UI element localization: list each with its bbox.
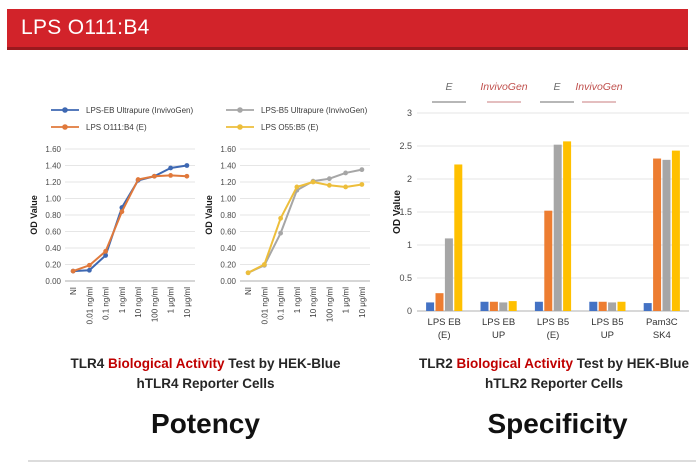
caption-highlight: Biological Activity (456, 356, 574, 371)
svg-text:OD Value: OD Value (204, 195, 214, 235)
svg-text:1: 1 (407, 240, 412, 250)
svg-text:1 μg/ml: 1 μg/ml (167, 287, 176, 314)
svg-text:UP: UP (601, 330, 614, 341)
svg-text:Pam3C: Pam3C (646, 317, 678, 328)
svg-text:1.20: 1.20 (220, 178, 236, 187)
svg-text:1 ng/ml: 1 ng/ml (118, 287, 127, 313)
svg-text:1 ng/ml: 1 ng/ml (293, 287, 302, 313)
svg-text:100 ng/ml: 100 ng/ml (325, 287, 334, 322)
svg-text:0.80: 0.80 (220, 211, 236, 220)
svg-text:0.1 ng/ml: 0.1 ng/ml (102, 287, 111, 320)
tlr4-line-chart-right: LPS-B5 Ultrapure (InvivoGen) LPS O55:B5 (… (203, 96, 379, 358)
svg-text:0.1 ng/ml: 0.1 ng/ml (277, 287, 286, 320)
chart-legend: LPS-EB Ultrapure (InvivoGen) LPS O111:B4 … (50, 104, 204, 133)
svg-text:10 μg/ml: 10 μg/ml (358, 287, 367, 318)
legend-label: LPS O55:B5 (E) (261, 122, 319, 132)
svg-text:0.40: 0.40 (45, 244, 61, 253)
svg-text:0.00: 0.00 (220, 277, 236, 286)
bar-chart-svg: E InvivoGen E InvivoGen 0 0.5 1 1.5 2 2.5 3 LPS EB (… (392, 81, 689, 341)
tlr4-caption: TLR4 Biological Activity Test by HEK-Blu… (48, 354, 363, 393)
svg-text:LPS EB: LPS EB (482, 317, 515, 328)
svg-text:100 ng/ml: 100 ng/ml (150, 287, 159, 322)
potency-label: Potency (151, 408, 260, 439)
svg-text:10 μg/ml: 10 μg/ml (183, 287, 192, 318)
caption-prefix: TLR2 (418, 356, 457, 371)
caption-suffix: Test by HEK-Blue hTLR4 Reporter Cells (136, 356, 341, 391)
svg-text:LPS B5: LPS B5 (591, 317, 623, 328)
svg-text:LPS B5: LPS B5 (537, 317, 569, 328)
svg-text:1 μg/ml: 1 μg/ml (342, 287, 351, 314)
caption-highlight: Biological Activity (107, 356, 225, 371)
svg-text:UP: UP (492, 330, 505, 341)
chart-legend: LPS-B5 Ultrapure (InvivoGen) LPS O55:B5 (… (225, 104, 379, 133)
svg-text:OD Value: OD Value (393, 190, 403, 234)
svg-text:1.00: 1.00 (220, 194, 236, 203)
svg-text:1.40: 1.40 (220, 161, 236, 170)
legend-item: LPS-EB Ultrapure (InvivoGen) (50, 104, 204, 116)
legend-item: LPS-B5 Ultrapure (InvivoGen) (225, 104, 379, 116)
svg-text:0.00: 0.00 (45, 277, 61, 286)
legend-line-marker-icon (226, 124, 254, 130)
svg-text:0.60: 0.60 (220, 227, 236, 236)
svg-text:SK4: SK4 (653, 330, 671, 341)
legend-line-marker-icon (51, 107, 79, 113)
caption-prefix: TLR4 (70, 356, 108, 371)
svg-text:0.20: 0.20 (45, 260, 61, 269)
svg-text:2: 2 (407, 174, 412, 184)
svg-text:1.60: 1.60 (45, 145, 61, 154)
svg-text:1.60: 1.60 (220, 145, 236, 154)
line-chart-svg: 0.00 0.20 0.40 0.60 0.80 1.00 1.20 1.40 1.60 NI 0.… (204, 145, 370, 325)
svg-text:1.5: 1.5 (399, 207, 412, 217)
svg-text:0.01 ng/ml: 0.01 ng/ml (85, 287, 94, 325)
legend-item: LPS O111:B4 (E) (50, 121, 204, 133)
tlr2-bar-chart: E InvivoGen E InvivoGen 0 0.5 1 1.5 2 2.5 3 LPS EB (… (392, 68, 695, 355)
svg-text:0: 0 (407, 306, 412, 316)
svg-text:E: E (553, 81, 561, 93)
svg-text:1.00: 1.00 (45, 194, 61, 203)
svg-text:InvivoGen: InvivoGen (575, 81, 622, 93)
svg-text:NI: NI (69, 287, 78, 295)
svg-text:0.60: 0.60 (45, 227, 61, 236)
svg-text:2.5: 2.5 (399, 141, 412, 151)
svg-text:InvivoGen: InvivoGen (480, 81, 527, 93)
tlr2-caption: TLR2 Biological Activity Test by HEK-Blu… (418, 354, 690, 393)
footer-divider (28, 460, 696, 462)
page-title: LPS O111:B4 (21, 16, 150, 39)
line-chart-svg: 0.00 0.20 0.40 0.60 0.80 1.00 1.20 1.40 1.60 NI 0.… (29, 145, 195, 325)
svg-text:0.01 ng/ml: 0.01 ng/ml (260, 287, 269, 325)
svg-text:0.20: 0.20 (220, 260, 236, 269)
specificity-label: Specificity (487, 408, 628, 439)
svg-text:(E): (E) (547, 330, 560, 341)
svg-text:1.20: 1.20 (45, 178, 61, 187)
title-banner: LPS O111:B4 (7, 9, 688, 50)
svg-text:NI: NI (244, 287, 253, 295)
svg-text:3: 3 (407, 108, 412, 118)
svg-text:OD Value: OD Value (29, 195, 39, 235)
legend-label: LPS O111:B4 (E) (86, 122, 147, 132)
tlr4-line-chart-left: LPS-EB Ultrapure (InvivoGen) LPS O111:B4 … (28, 96, 204, 358)
legend-label: LPS-EB Ultrapure (InvivoGen) (86, 105, 194, 115)
svg-text:1.40: 1.40 (45, 161, 61, 170)
svg-text:10 ng/ml: 10 ng/ml (134, 287, 143, 318)
svg-text:E: E (445, 81, 453, 93)
caption-suffix: Test by HEK-Blue hTLR2 Reporter Cells (484, 356, 690, 391)
legend-item: LPS O55:B5 (E) (225, 121, 379, 133)
svg-text:LPS EB: LPS EB (428, 317, 461, 328)
svg-text:0.40: 0.40 (220, 244, 236, 253)
legend-line-marker-icon (226, 107, 254, 113)
svg-text:(E): (E) (438, 330, 451, 341)
legend-line-marker-icon (51, 124, 79, 130)
legend-label: LPS-B5 Ultrapure (InvivoGen) (261, 105, 368, 115)
svg-text:10 ng/ml: 10 ng/ml (309, 287, 318, 318)
svg-text:0.80: 0.80 (45, 211, 61, 220)
svg-text:0.5: 0.5 (399, 273, 412, 283)
